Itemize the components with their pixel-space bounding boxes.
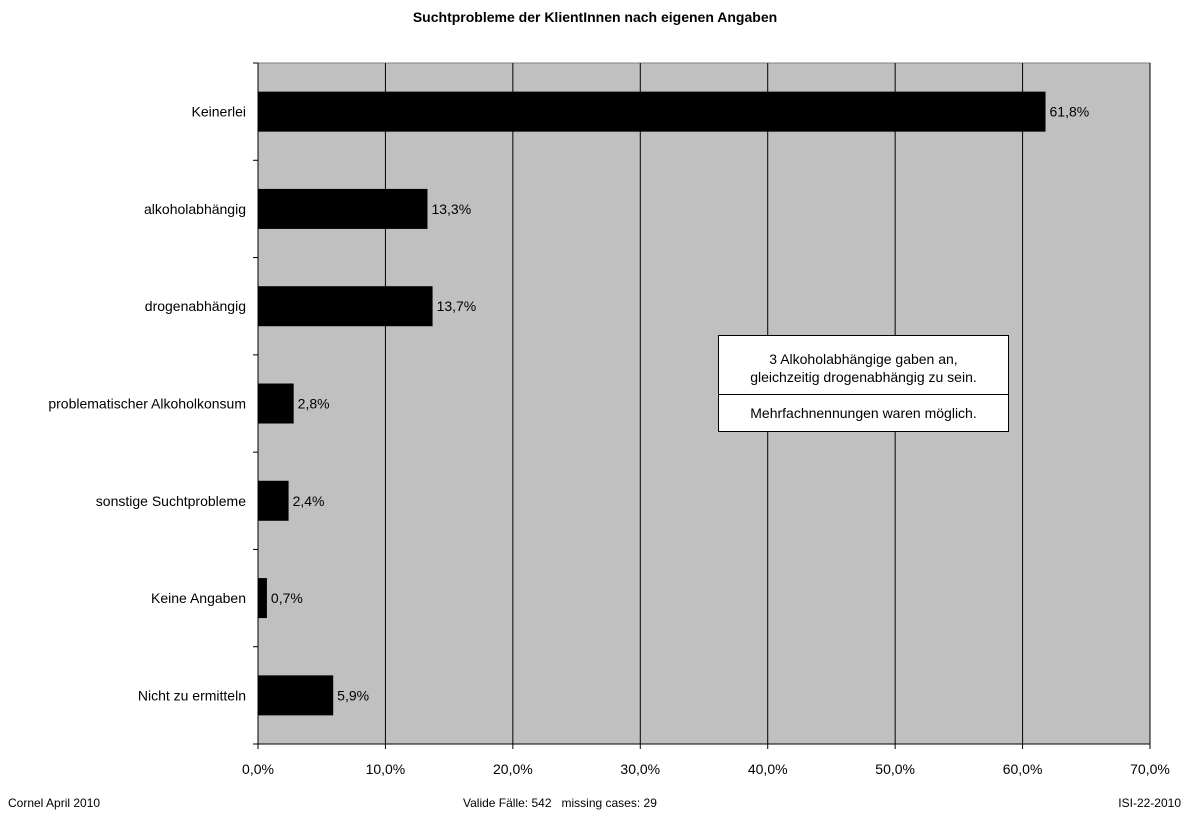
annotation-line-1: 3 Alkoholabhängige gaben an, [769,351,958,367]
category-label: problematischer Alkoholkonsum [48,396,246,412]
x-tick-label: 30,0% [620,761,660,777]
x-tick-label: 60,0% [1003,761,1043,777]
category-label: Keine Angaben [151,590,246,606]
annotation-main: 3 Alkoholabhängige gaben an, gleichzeiti… [719,336,1008,395]
footer-right: ISI-22-2010 [1118,796,1181,810]
category-label: Nicht zu ermitteln [138,687,246,703]
data-label: 2,8% [298,396,330,412]
bar [258,286,433,327]
bar [258,480,289,521]
bar [258,91,1046,132]
bar [258,383,294,424]
data-label: 61,8% [1050,104,1090,120]
data-label: 2,4% [293,493,325,509]
category-label: alkoholabhängig [144,201,246,217]
data-label: 5,9% [337,687,369,703]
x-tick-label: 70,0% [1130,761,1170,777]
footer-center: Valide Fälle: 542 missing cases: 29 [463,796,657,810]
chart-title: Suchtprobleme der KlientInnen nach eigen… [413,9,777,25]
data-label: 13,3% [431,201,471,217]
annotation-line-2: gleichzeitig drogenabhängig zu sein. [750,369,977,385]
x-tick-label: 0,0% [242,761,274,777]
x-tick-label: 50,0% [875,761,915,777]
data-label: 13,7% [437,298,477,314]
bar [258,578,267,619]
annotation-line-3: Mehrfachnennungen waren möglich. [750,405,977,421]
x-tick-label: 10,0% [366,761,406,777]
bar [258,675,334,716]
annotation-box: 3 Alkoholabhängige gaben an, gleichzeiti… [718,335,1009,432]
data-label: 0,7% [271,590,303,606]
category-label: sonstige Suchtprobleme [96,493,246,509]
x-tick-label: 20,0% [493,761,533,777]
category-label: Keinerlei [192,104,246,120]
annotation-secondary: Mehrfachnennungen waren möglich. [719,395,1008,431]
footer-left: Cornel April 2010 [8,796,101,810]
category-label: drogenabhängig [145,298,246,314]
bar [258,188,428,229]
plot-background [257,62,1151,745]
x-tick-label: 40,0% [748,761,788,777]
